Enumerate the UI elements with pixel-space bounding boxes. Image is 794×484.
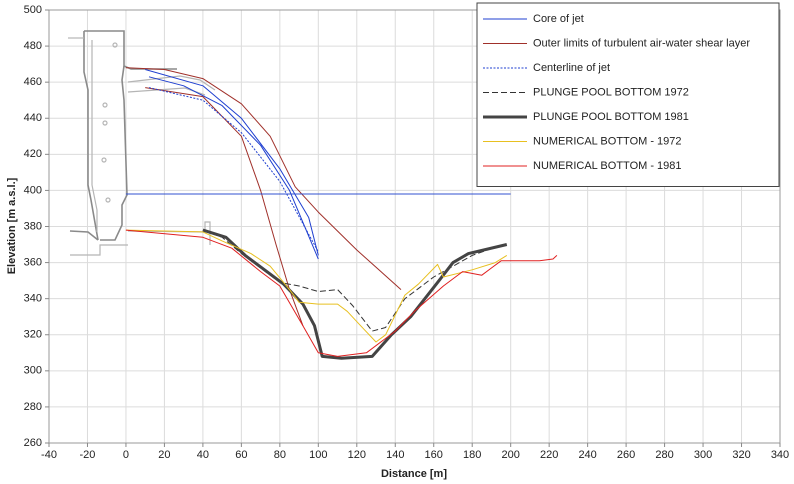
dam-opening	[102, 102, 108, 108]
x-tick-label: -20	[80, 449, 96, 461]
legend-label: Outer limits of turbulent air-water shea…	[533, 37, 750, 49]
y-tick-label: 320	[24, 329, 42, 341]
legend-label: PLUNGE POOL BOTTOM 1981	[533, 111, 689, 123]
legend-box	[476, 2, 780, 187]
dam-opening	[102, 120, 108, 126]
dam-base	[70, 244, 128, 256]
x-tick-label: 20	[158, 449, 170, 461]
y-tick-label: 360	[24, 256, 42, 268]
x-tick-label: 140	[386, 449, 404, 461]
legend-label: Core of jet	[533, 13, 584, 25]
dam-upstream-face	[83, 31, 99, 241]
series-line	[148, 87, 319, 253]
legend-label: PLUNGE POOL BOTTOM 1972	[533, 86, 689, 98]
y-tick-label: 460	[24, 76, 42, 88]
x-tick-label: 100	[309, 449, 327, 461]
y-axis-label: Elevation [m a.s.l.]	[6, 177, 18, 274]
x-tick-label: 260	[617, 449, 635, 461]
dam-opening	[101, 157, 107, 163]
legend-label: Centerline of jet	[533, 62, 610, 74]
x-tick-label: 60	[235, 449, 247, 461]
dam-spillway	[127, 75, 216, 91]
series-line	[145, 69, 319, 260]
legend-label: NUMERICAL BOTTOM - 1981	[533, 160, 682, 172]
x-tick-label: 220	[540, 449, 558, 461]
y-tick-label: 420	[24, 148, 42, 160]
y-tick-label: 340	[24, 293, 42, 305]
legend-label: NUMERICAL BOTTOM - 1972	[533, 135, 682, 147]
y-tick-label: 500	[24, 4, 42, 16]
x-tick-label: 0	[123, 449, 129, 461]
x-tick-label: 40	[197, 449, 209, 461]
plot-lines	[125, 67, 558, 360]
dam-gallery	[91, 40, 98, 232]
y-tick-label: 440	[24, 112, 42, 124]
x-tick-label: 240	[578, 449, 596, 461]
x-tick-label: 320	[732, 449, 750, 461]
legend: Core of jet Outer limits of turbulent air…	[476, 2, 780, 187]
x-tick-label: 80	[274, 449, 286, 461]
x-tick-label: 340	[771, 449, 789, 461]
x-tick-label: 160	[425, 449, 443, 461]
y-tick-label: 260	[24, 437, 42, 449]
y-tick-label: 300	[24, 365, 42, 377]
y-tick-label: 400	[24, 184, 42, 196]
x-tick-label: 300	[694, 449, 712, 461]
dam-foundation	[69, 230, 99, 241]
series-line	[202, 228, 508, 360]
dam-opening	[112, 42, 118, 48]
x-tick-label: 180	[463, 449, 481, 461]
y-tick-label: 280	[24, 401, 42, 413]
x-tick-label: 120	[348, 449, 366, 461]
dam-outline	[68, 30, 216, 256]
x-tick-label: -40	[41, 449, 57, 461]
series-line	[125, 229, 558, 357]
dam-spillway-lower	[127, 87, 206, 96]
x-tick-label: 280	[655, 449, 673, 461]
series-line	[125, 229, 508, 343]
dam-downstream-face	[100, 65, 128, 241]
x-axis-label: Distance [m]	[381, 468, 447, 480]
dam-opening	[105, 197, 111, 203]
y-tick-label: 380	[24, 220, 42, 232]
x-tick-label: 200	[502, 449, 520, 461]
y-tick-label: 480	[24, 40, 42, 52]
